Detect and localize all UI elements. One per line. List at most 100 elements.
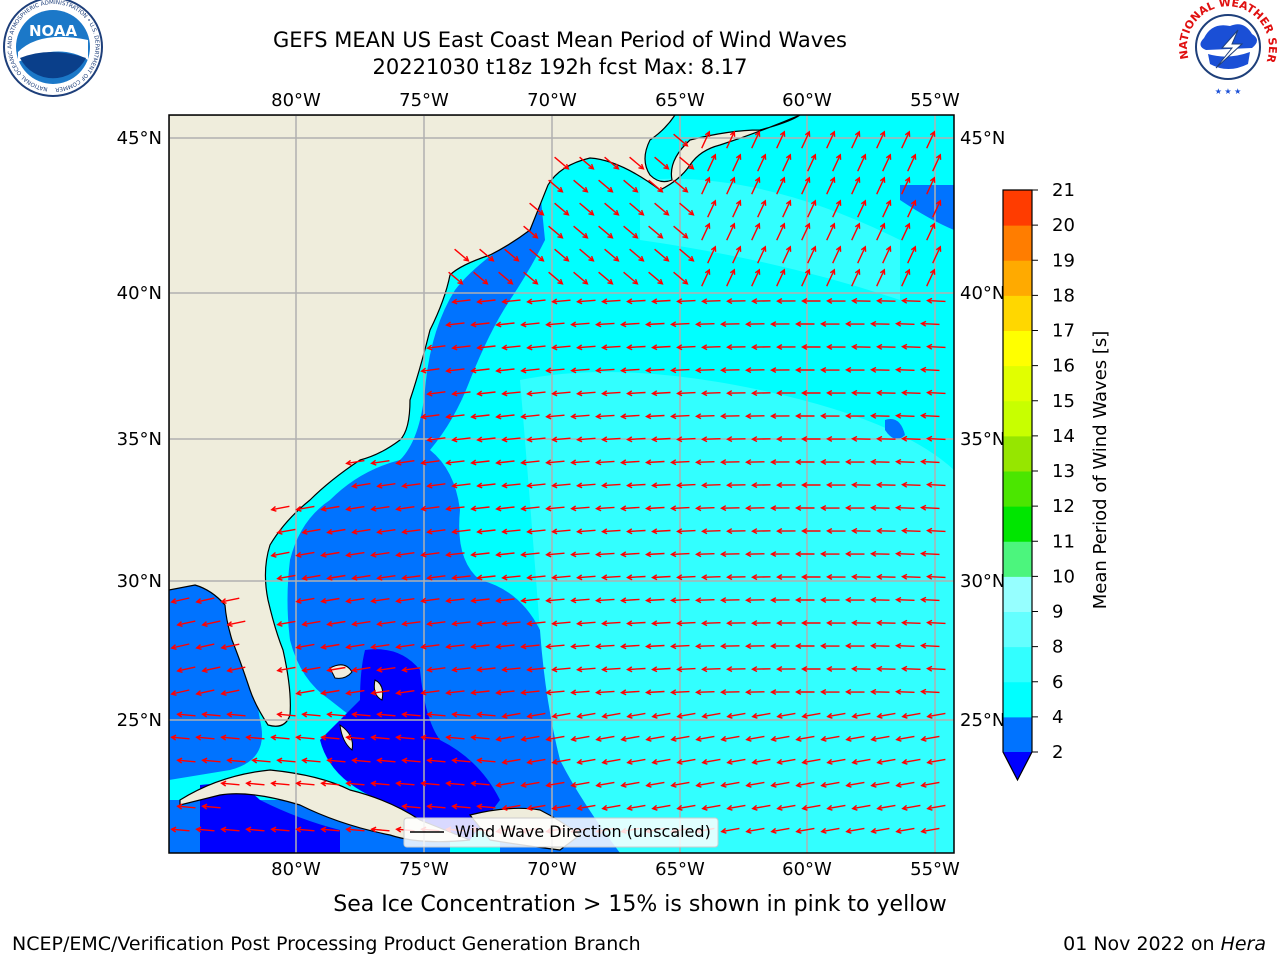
wind-wave-arrow xyxy=(751,130,761,149)
wind-wave-arrow xyxy=(851,804,871,811)
wind-wave-arrow xyxy=(295,505,315,512)
wind-wave-arrow xyxy=(570,413,590,420)
wind-wave-arrow xyxy=(745,827,765,834)
wind-wave-arrow xyxy=(526,528,546,535)
wind-wave-arrow xyxy=(895,412,915,419)
wind-wave-arrow xyxy=(726,528,746,535)
wind-wave-arrow xyxy=(826,573,846,581)
lat-label-left: 30°N xyxy=(117,571,162,592)
wind-wave-arrow xyxy=(795,550,815,558)
wind-wave-arrow xyxy=(832,245,842,264)
wind-wave-arrow xyxy=(907,153,917,172)
wind-wave-arrow xyxy=(670,781,690,788)
wind-wave-arrow xyxy=(520,643,540,650)
wind-wave-arrow xyxy=(926,343,946,350)
host-name: Hera xyxy=(1220,933,1266,955)
wind-wave-arrow xyxy=(345,459,365,466)
wind-wave-arrow xyxy=(726,436,746,443)
wind-wave-arrow xyxy=(851,573,871,580)
wind-wave-arrow xyxy=(651,390,671,397)
wind-wave-arrow xyxy=(895,827,915,834)
wind-wave-arrow xyxy=(629,248,645,262)
wind-wave-arrow xyxy=(726,344,746,351)
colorbar-tick-label: 8 xyxy=(1052,637,1063,658)
wind-wave-arrow xyxy=(545,643,565,650)
wind-wave-arrow xyxy=(770,689,790,696)
wind-wave-arrow xyxy=(445,551,465,558)
wind-wave-arrow xyxy=(645,551,665,558)
wind-wave-arrow xyxy=(751,804,771,811)
wind-wave-arrow xyxy=(845,688,865,695)
wind-wave-arrow xyxy=(620,551,640,558)
wind-wave-arrow xyxy=(870,781,890,788)
wind-wave-arrow xyxy=(851,222,861,241)
wind-wave-arrow xyxy=(801,176,811,195)
wind-wave-arrow xyxy=(220,734,240,741)
wind-wave-arrow xyxy=(570,459,590,466)
wind-wave-arrow xyxy=(901,481,921,488)
wind-wave-arrow xyxy=(751,666,771,673)
colorbar-tick-label: 10 xyxy=(1052,566,1075,587)
wind-wave-arrow xyxy=(776,573,796,581)
wind-wave-arrow xyxy=(351,666,371,673)
wind-wave-arrow xyxy=(895,320,915,327)
colorbar-ticks: 2 4 6 8 9 10 11 12 13 14 15 16 17 18 19 20 21 xyxy=(1032,180,1075,763)
wind-wave-arrow xyxy=(451,666,471,673)
wind-wave-arrow xyxy=(551,390,571,397)
wind-wave-arrow xyxy=(926,665,946,672)
wind-wave-arrow xyxy=(470,459,490,466)
wind-wave-arrow xyxy=(576,344,596,351)
colorbar-segment xyxy=(1003,190,1032,226)
wind-wave-arrow xyxy=(776,343,796,351)
wind-wave-arrow xyxy=(720,689,740,696)
wind-wave-arrow xyxy=(226,711,246,718)
wind-wave-arrow xyxy=(601,344,621,351)
wind-wave-arrow xyxy=(576,574,596,581)
wind-wave-arrow xyxy=(420,689,440,696)
wind-wave-arrow xyxy=(576,528,596,535)
wind-wave-arrow xyxy=(598,179,614,193)
wind-wave-arrow xyxy=(701,620,721,627)
wind-wave-arrow xyxy=(579,248,595,262)
wind-wave-arrow xyxy=(601,482,621,489)
wind-wave-arrow xyxy=(895,366,915,373)
wind-wave-arrow xyxy=(670,735,690,742)
wind-wave-arrow xyxy=(726,268,736,287)
colorbar-under-triangle xyxy=(1003,752,1032,780)
wind-wave-arrow xyxy=(745,505,765,512)
wind-wave-arrow xyxy=(326,528,346,535)
wind-wave-arrow xyxy=(876,130,886,149)
wind-wave-arrow xyxy=(595,321,615,328)
wind-wave-arrow xyxy=(501,758,521,765)
wind-wave-arrow xyxy=(726,574,746,581)
wind-wave-arrow xyxy=(676,528,696,535)
wind-wave-arrow xyxy=(720,597,740,604)
wind-wave-arrow xyxy=(776,389,796,397)
wind-wave-arrow xyxy=(470,367,490,374)
wind-wave-arrow xyxy=(451,436,471,443)
wind-wave-arrow xyxy=(820,550,840,558)
wind-wave-arrow xyxy=(595,551,615,558)
wind-wave-arrow xyxy=(670,689,690,696)
wind-wave-arrow xyxy=(726,482,746,489)
wind-wave-arrows xyxy=(170,130,946,834)
wind-wave-arrow xyxy=(470,597,490,604)
wind-wave-arrow xyxy=(882,199,892,218)
wind-wave-arrow xyxy=(751,176,761,195)
wind-wave-arrow xyxy=(695,413,715,420)
wind-wave-arrow xyxy=(676,482,696,489)
wind-wave-arrow xyxy=(270,734,290,741)
wind-wave-arrow xyxy=(395,643,415,650)
land-north-america xyxy=(169,115,801,727)
wind-wave-arrow xyxy=(579,202,595,216)
wind-wave-arrow xyxy=(320,689,340,696)
wind-wave-arrow xyxy=(876,665,896,672)
wind-wave-arrow xyxy=(720,459,740,466)
colorbar-tick-label: 11 xyxy=(1052,531,1075,552)
wind-wave-arrow xyxy=(851,712,871,719)
wind-wave-arrow xyxy=(845,735,865,742)
wind-wave-arrow xyxy=(670,459,690,466)
wind-wave-arrow xyxy=(851,130,861,149)
wind-wave-arrow xyxy=(445,505,465,512)
wind-wave-arrow xyxy=(895,642,915,649)
